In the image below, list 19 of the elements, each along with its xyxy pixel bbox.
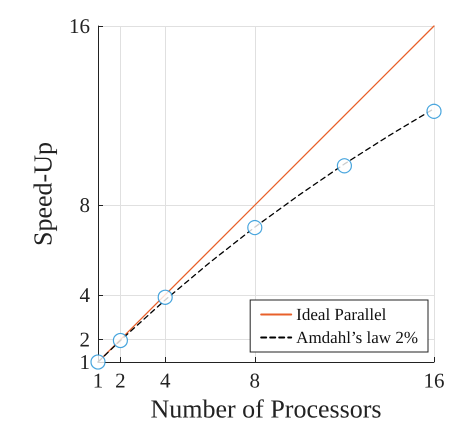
point [90, 354, 106, 370]
point [426, 104, 442, 119]
x-tick-label: 4 [160, 368, 171, 392]
point [112, 332, 128, 348]
y-tick-label: 16 [69, 14, 90, 38]
x-tick-label: 2 [115, 368, 126, 392]
x-tick-label: 8 [250, 368, 260, 392]
legend-label: Amdahl’s law 2% [296, 328, 418, 347]
legend-label: Ideal Parallel [296, 305, 387, 324]
y-tick-label: 2 [80, 328, 90, 352]
x-axis-title: Number of Processors [150, 394, 382, 424]
point [247, 220, 262, 236]
y-axis-title: Speed-Up [28, 142, 58, 246]
point [158, 290, 173, 305]
y-tick-label: 8 [80, 193, 90, 218]
point [336, 158, 352, 174]
y-tick-label: 4 [80, 282, 90, 307]
x-tick-label: 16 [424, 368, 444, 392]
y-tick-label: 1 [80, 350, 90, 374]
